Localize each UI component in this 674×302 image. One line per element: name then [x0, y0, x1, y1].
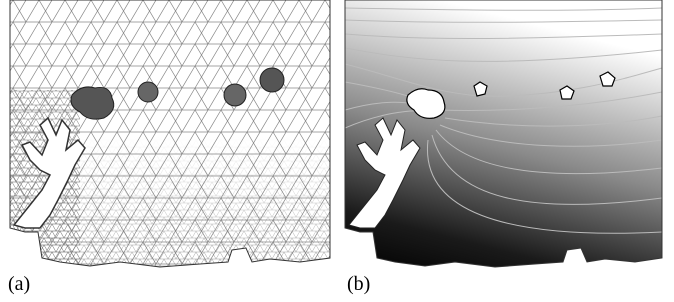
figure: (a) (b) [0, 0, 674, 302]
figure-canvas: (a) (b) [0, 0, 674, 302]
panel-label: (b) [347, 273, 370, 295]
panel-label: (a) [8, 273, 30, 295]
field-panel [345, 0, 662, 270]
mesh-panel [10, 0, 330, 270]
